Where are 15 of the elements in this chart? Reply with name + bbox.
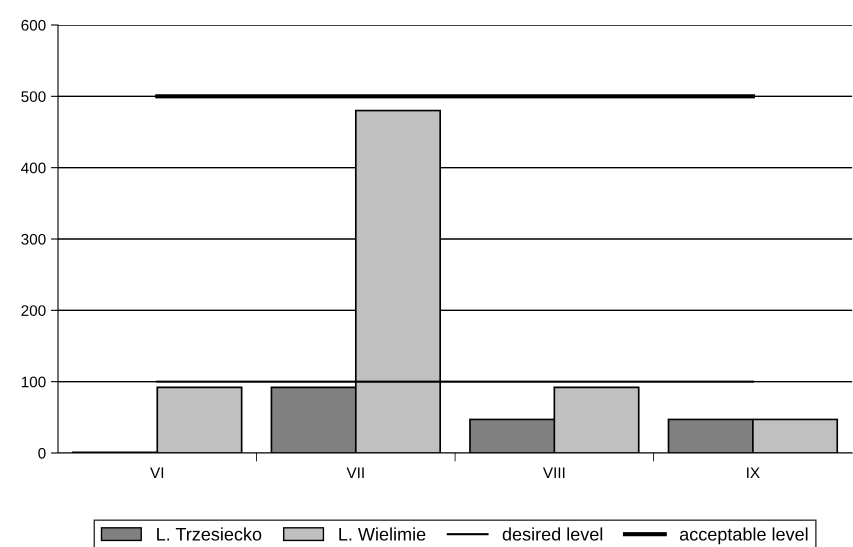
y-tick-label: 200 <box>21 305 46 316</box>
legend-label: desired level <box>502 527 602 541</box>
x-tick-label: VIII <box>542 467 564 478</box>
legend-label: L. Wielimie <box>339 527 426 541</box>
y-tick-label: 400 <box>21 162 46 174</box>
y-tick-label: 0 <box>38 448 46 459</box>
legend-label: L. Trzesiecko <box>157 527 262 541</box>
y-tick-label: 300 <box>21 234 46 245</box>
y-tick-label: 100 <box>22 376 46 388</box>
x-tick-label: VI <box>150 467 164 478</box>
legend-label: acceptable level <box>680 527 808 544</box>
y-tick-label: 500 <box>21 91 46 102</box>
x-tick-label: IX <box>747 467 760 478</box>
x-tick-label: VII <box>346 467 364 478</box>
y-tick-label: 600 <box>21 20 46 31</box>
